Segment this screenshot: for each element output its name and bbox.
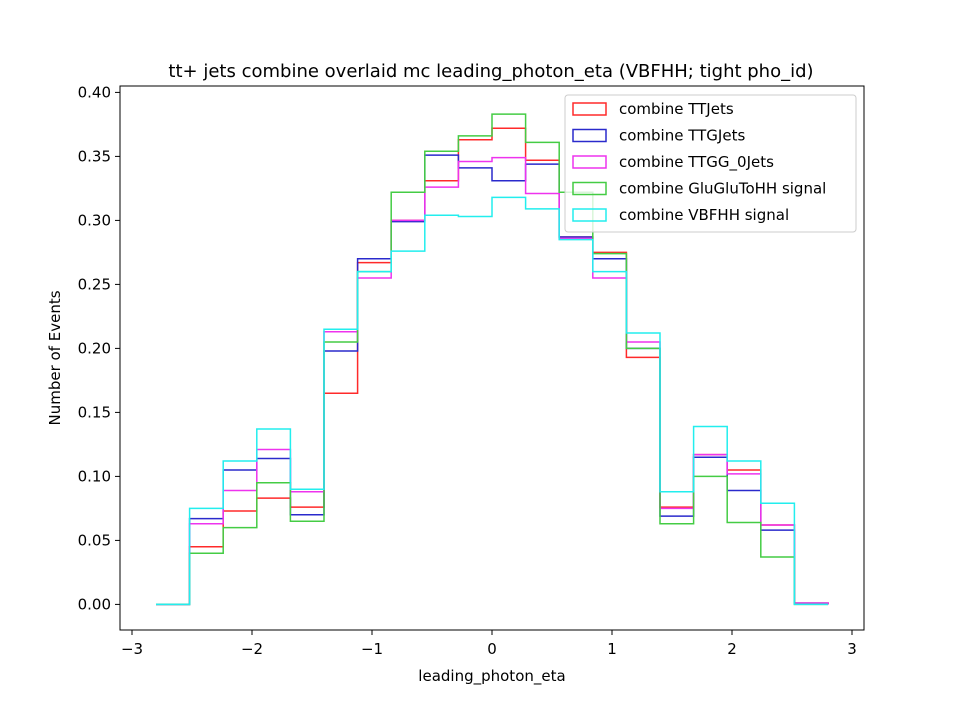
legend-label-4: combine GluGluToHH signal <box>619 180 826 198</box>
y-axis-label: Number of Events <box>46 290 64 425</box>
x-axis-label: leading_photon_eta <box>418 667 565 686</box>
x-axis: −3 −2 −1 0 1 2 3 <box>121 630 857 658</box>
y-tick-label: 0.35 <box>78 147 111 165</box>
legend-swatch-4 <box>572 181 607 196</box>
x-tick-label: −3 <box>121 640 143 658</box>
y-tick-label: 0.15 <box>78 403 111 421</box>
legend-swatch-1 <box>572 102 607 116</box>
x-tick-label: −1 <box>361 640 383 658</box>
series-layer <box>156 113 829 606</box>
y-axis: 0.00 0.05 0.10 0.15 0.20 0.25 0.30 0.35 0.40 <box>78 83 120 613</box>
legend-label-5: combine VBFHH signal <box>619 206 789 224</box>
legend-swatch-2 <box>572 128 607 143</box>
y-tick-label: 0.10 <box>78 467 111 485</box>
y-tick-label: 0.40 <box>78 83 111 101</box>
x-tick-label: 1 <box>607 640 617 658</box>
series-4-histogram <box>156 113 828 606</box>
y-tick-label: 0.05 <box>78 531 111 549</box>
y-tick-label: 0.20 <box>78 339 111 357</box>
legend-frame <box>564 94 857 233</box>
legend-label-3: combine TTGG_0Jets <box>619 153 774 172</box>
chart-title: tt+ jets combine overlaid mc leading_pho… <box>168 61 813 82</box>
legend-swatch-3 <box>572 155 607 169</box>
legend-label-1: combine TTJets <box>619 100 734 118</box>
legend-swatch-5 <box>572 208 607 222</box>
y-tick-label: 0.25 <box>78 275 111 293</box>
x-tick-label: 3 <box>847 640 857 658</box>
x-tick-label: 0 <box>487 640 497 658</box>
series-5-histogram <box>156 196 828 606</box>
y-tick-label: 0.00 <box>78 595 111 613</box>
legend-label-2: combine TTGJets <box>619 127 745 145</box>
y-tick-label: 0.30 <box>78 211 111 229</box>
x-tick-label: −2 <box>241 640 263 658</box>
legend: combine TTJets combine TTGJets combine TTG… <box>564 94 857 233</box>
x-tick-label: 2 <box>727 640 737 658</box>
